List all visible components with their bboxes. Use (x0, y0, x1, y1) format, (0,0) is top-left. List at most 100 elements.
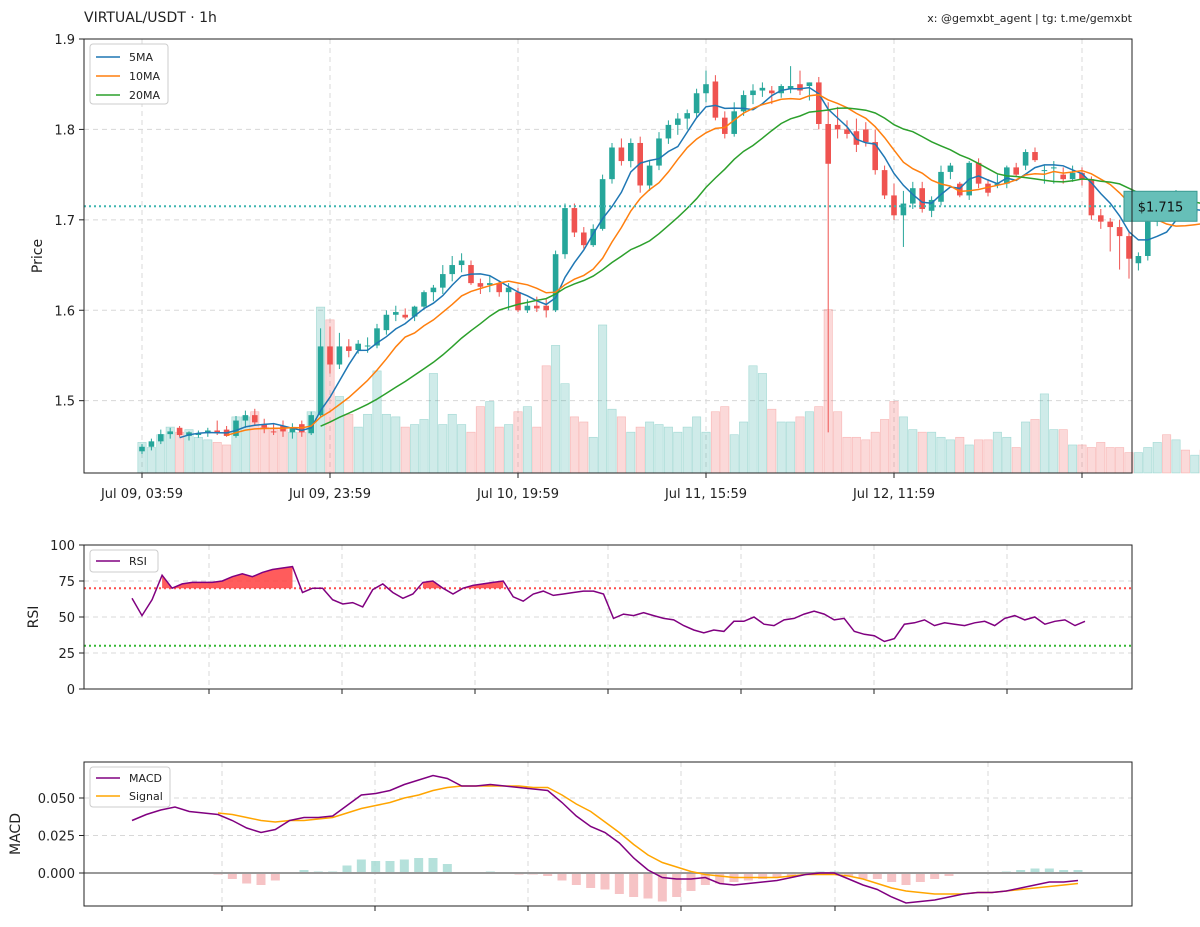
volume-bar (992, 431, 1002, 474)
volume-bar (739, 421, 749, 474)
volume-bar (259, 426, 269, 474)
candle-body (524, 305, 531, 311)
candle-body (242, 415, 249, 421)
macd-histogram-bar (270, 873, 280, 881)
volume-bar (1011, 447, 1021, 474)
current-price-label: $1.715 (1138, 200, 1184, 215)
candle-body (1116, 227, 1123, 237)
candle-body (599, 179, 606, 229)
candle-body (646, 165, 653, 186)
macd-histogram-bar (901, 873, 911, 885)
candle-body (881, 170, 888, 196)
volume-bar (203, 439, 213, 474)
macd-histogram-bar (414, 858, 424, 873)
volume-bar (269, 429, 279, 474)
macd-histogram-bar (629, 873, 639, 897)
candle-body (1069, 172, 1076, 180)
candle-body (1135, 256, 1142, 264)
rsi-ytick-label: 50 (58, 611, 75, 626)
volume-bar (607, 408, 617, 474)
candle-body (364, 345, 371, 347)
volume-bar (795, 416, 805, 474)
candle-body (214, 430, 220, 433)
volume-bar (1049, 429, 1059, 474)
volume-bar (372, 370, 382, 474)
volume-bar (1171, 439, 1181, 474)
legend-label: 10MA (129, 70, 160, 83)
macd-histogram-bar (543, 873, 553, 876)
volume-bar (532, 426, 542, 474)
macd-histogram-bar (700, 873, 710, 885)
volume-bar (945, 439, 955, 474)
volume-bar (842, 436, 852, 474)
candle-body (693, 93, 700, 114)
volume-bar (438, 424, 448, 474)
volume-bar (193, 436, 203, 474)
candle-body (421, 292, 427, 307)
volume-bar (1152, 442, 1162, 474)
candle-body (176, 427, 183, 436)
candle-body (957, 183, 963, 196)
candle-body (458, 260, 465, 266)
macd-histogram-bar (1059, 870, 1069, 873)
macd-histogram-bar (614, 873, 624, 894)
macd-histogram-bar (600, 873, 610, 890)
candle-body (393, 312, 399, 315)
candle-body (806, 82, 813, 87)
macd-histogram-bar (342, 865, 352, 873)
candle-body (581, 232, 587, 246)
candle-body (1060, 174, 1066, 180)
candle-body (703, 84, 709, 94)
volume-bar (344, 413, 354, 474)
candle-body (834, 124, 841, 130)
candle-body (317, 346, 324, 416)
volume-bar (880, 419, 890, 474)
volume-bar (1068, 444, 1078, 474)
candle-body (938, 171, 944, 202)
candle-body (543, 305, 549, 311)
candle-body (327, 346, 333, 365)
volume-bar (428, 373, 438, 474)
candle-body (252, 415, 258, 423)
candle-body (1051, 167, 1057, 169)
macd-histogram-bar (557, 873, 567, 881)
volume-bar (682, 426, 692, 474)
candle-body (552, 254, 559, 311)
candle-body (947, 165, 954, 172)
candle-body (383, 314, 390, 331)
volume-bar (927, 431, 937, 474)
volume-bar (588, 436, 598, 474)
volume-bar (1002, 436, 1012, 474)
rsi-legend-box (89, 549, 159, 573)
volume-bar (1030, 419, 1040, 474)
candle-body (346, 346, 352, 351)
candle-body (167, 431, 173, 435)
candle-body (195, 433, 202, 436)
candle-body (534, 305, 540, 309)
rsi-ytick-label: 75 (58, 575, 75, 590)
legend-label: 5MA (129, 51, 153, 64)
candle-body (778, 86, 784, 94)
candle-body (863, 129, 869, 143)
volume-bar (898, 416, 908, 474)
volume-bar (1086, 447, 1096, 474)
macd-histogram-bar (915, 873, 925, 882)
candle-body (731, 111, 737, 134)
volume-bar (663, 426, 673, 474)
volume-bar (1077, 444, 1087, 474)
macd-histogram-bar (686, 873, 696, 891)
signal-line (217, 785, 1079, 895)
volume-bar (814, 406, 824, 474)
volume-bar (569, 416, 579, 474)
macd-ylabel: MACD (8, 813, 24, 855)
volume-bar (1143, 447, 1153, 474)
candle-body (769, 90, 775, 94)
volume-bar (504, 424, 514, 474)
macd-axes-frame (83, 761, 1133, 907)
macd-histogram-bar (844, 873, 854, 876)
rsi-ytick-label: 100 (50, 539, 75, 554)
macd-histogram-bar (887, 873, 897, 882)
candle-body (505, 287, 512, 293)
volume-bar (974, 439, 984, 474)
